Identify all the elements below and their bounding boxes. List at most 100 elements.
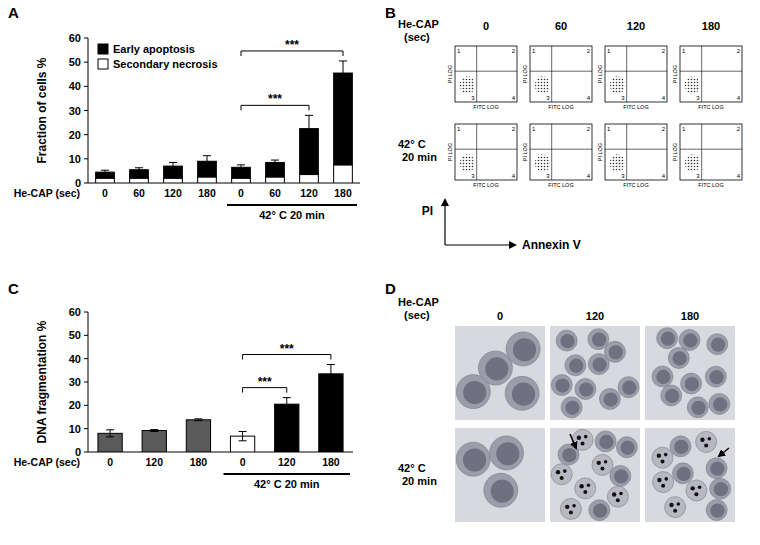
cell bbox=[592, 454, 613, 475]
apoptotic-body bbox=[572, 504, 576, 508]
y-tick-label: 10 bbox=[69, 423, 81, 435]
bar bbox=[142, 431, 166, 452]
error-bar bbox=[203, 156, 211, 167]
plot-y-label: PI LOG bbox=[672, 65, 678, 83]
nucleus bbox=[672, 351, 686, 365]
quadrant-label: 2 bbox=[737, 48, 741, 54]
dot-plot: 1234FITC LOGPI LOG bbox=[597, 124, 667, 188]
error-cap bbox=[203, 166, 211, 167]
apoptotic-body bbox=[569, 511, 573, 515]
apoptotic-body bbox=[664, 453, 668, 457]
nucleus bbox=[579, 382, 593, 396]
cell bbox=[575, 379, 596, 400]
y-tick-label: 40 bbox=[69, 353, 81, 365]
cell bbox=[560, 498, 581, 519]
quadrant-line bbox=[701, 46, 702, 102]
bar bbox=[266, 162, 285, 177]
cell-population bbox=[460, 154, 475, 172]
column-label: 0 bbox=[483, 20, 489, 32]
nucleus bbox=[710, 462, 724, 476]
cell bbox=[696, 431, 717, 452]
apoptotic-body bbox=[600, 467, 604, 471]
bar bbox=[334, 73, 353, 165]
apoptotic-body bbox=[612, 492, 616, 496]
cell bbox=[705, 366, 726, 387]
cell bbox=[661, 385, 682, 406]
apoptotic-body bbox=[616, 498, 620, 502]
nucleus bbox=[621, 441, 635, 455]
quadrant-line bbox=[530, 71, 592, 72]
y-tick bbox=[84, 183, 88, 184]
nucleus bbox=[710, 503, 724, 517]
x-tick-label: 0 bbox=[107, 456, 113, 468]
quadrant-label: 2 bbox=[587, 48, 591, 54]
chart: 0102030405060Fraction of cells %06012018… bbox=[14, 32, 360, 221]
y-tick-label: 30 bbox=[69, 105, 81, 117]
apoptotic-body bbox=[700, 438, 704, 442]
cell bbox=[709, 393, 730, 414]
plot-x-label: FITC LOG bbox=[473, 182, 498, 188]
y-tick-label: 30 bbox=[69, 376, 81, 388]
nucleus bbox=[565, 401, 579, 415]
column-label: 60 bbox=[555, 20, 567, 32]
x-tick-label: 120 bbox=[300, 187, 318, 199]
cell bbox=[506, 332, 540, 366]
apoptotic-body bbox=[707, 437, 711, 441]
error-cap bbox=[327, 364, 335, 365]
apoptotic-body bbox=[661, 484, 665, 488]
column-label: 120 bbox=[586, 310, 604, 322]
header: He-CAP bbox=[398, 18, 439, 30]
quadrant-label: 1 bbox=[532, 48, 536, 54]
header: (sec) bbox=[404, 31, 430, 43]
nucleus bbox=[604, 392, 618, 406]
dot-plot: 1234FITC LOGPI LOG bbox=[447, 124, 517, 188]
error-cap bbox=[106, 436, 114, 437]
header: (sec) bbox=[404, 309, 430, 321]
nucleus bbox=[614, 469, 628, 483]
quadrant-label: 4 bbox=[737, 95, 741, 101]
error-line bbox=[309, 115, 310, 142]
x-tick-label: 180 bbox=[334, 187, 352, 199]
quadrant-line bbox=[455, 71, 517, 72]
error-bar bbox=[271, 160, 279, 165]
error-cap bbox=[101, 174, 109, 175]
quadrant-label: 3 bbox=[471, 95, 475, 101]
plot-frame bbox=[455, 46, 517, 102]
quadrant-line bbox=[626, 46, 627, 102]
error-line bbox=[105, 170, 106, 174]
panel-label: B bbox=[385, 4, 396, 21]
cell bbox=[551, 375, 572, 396]
apoptotic-body bbox=[560, 476, 564, 480]
dot-plot: 1234FITC LOGPI LOG bbox=[672, 46, 742, 110]
column-label: 120 bbox=[627, 20, 645, 32]
cell bbox=[670, 436, 691, 457]
nucleus bbox=[592, 357, 606, 371]
error-cap bbox=[194, 418, 202, 419]
cell bbox=[610, 465, 631, 486]
cell bbox=[657, 328, 678, 349]
cell-population bbox=[610, 154, 625, 172]
micrograph-background bbox=[645, 326, 735, 420]
error-bar bbox=[150, 430, 158, 432]
apoptotic-body bbox=[657, 478, 661, 482]
cell bbox=[665, 497, 686, 518]
panel-b: He-CAP(sec)01234FITC LOGPI LOG1234FITC L… bbox=[398, 18, 742, 252]
pointer-arrow bbox=[570, 434, 576, 448]
plot-frame bbox=[605, 46, 667, 102]
apoptotic-body bbox=[698, 486, 702, 490]
nucleus bbox=[685, 377, 699, 391]
legend-swatch bbox=[98, 44, 108, 54]
nucleus bbox=[710, 370, 724, 384]
apoptotic-body bbox=[583, 490, 587, 494]
plot-y-label: PI LOG bbox=[597, 143, 603, 161]
apoptotic-body bbox=[579, 484, 583, 488]
nucleus bbox=[513, 338, 536, 361]
plot-x-label: FITC LOG bbox=[698, 104, 723, 110]
cell bbox=[681, 373, 702, 394]
nucleus bbox=[555, 378, 569, 392]
cell-population bbox=[460, 76, 475, 94]
quadrant-label: 4 bbox=[737, 173, 741, 179]
dot-plot: 1234FITC LOGPI LOG bbox=[597, 46, 667, 110]
column-label: 0 bbox=[497, 310, 503, 322]
group-label: 42° C 20 min bbox=[254, 478, 320, 490]
